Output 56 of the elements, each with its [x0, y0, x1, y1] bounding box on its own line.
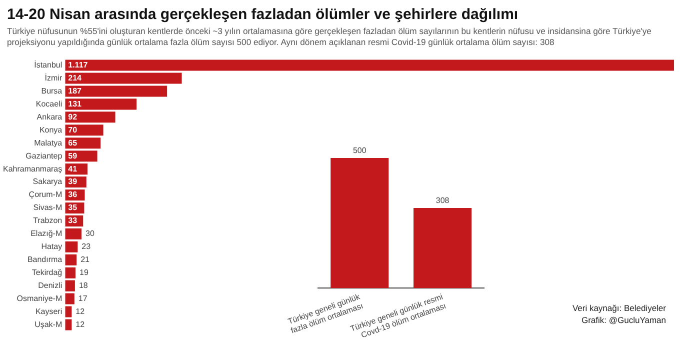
data-label: 18	[78, 281, 88, 290]
y-tick-label: Kahramanmaraş	[2, 164, 62, 174]
data-label: 36	[68, 190, 78, 200]
data-label: 65	[68, 138, 78, 148]
data-label: 131	[68, 99, 82, 108]
y-tick-label: Bursa	[41, 86, 63, 96]
bar	[65, 254, 77, 266]
y-tick-label: Trabzon	[33, 216, 62, 226]
y-tick-label: İstanbul	[34, 60, 62, 70]
data-label: 41	[68, 164, 78, 174]
data-label: 70	[68, 125, 78, 134]
y-tick-label: İzmir	[44, 73, 62, 82]
data-label: 187	[68, 86, 82, 96]
y-tick-label: Ankara	[36, 112, 63, 122]
data-label: 30	[85, 229, 95, 238]
data-label: 12	[76, 320, 86, 329]
data-label: 59	[68, 151, 78, 160]
bar	[65, 112, 116, 123]
y-tick-label: Elazığ-M	[30, 229, 62, 238]
data-label: 39	[68, 177, 78, 186]
y-tick-label: Hatay	[41, 242, 62, 252]
data-label: 17	[78, 294, 88, 303]
data-label: 308	[436, 196, 450, 206]
bar	[65, 267, 76, 278]
bar	[65, 98, 137, 110]
data-label: 21	[80, 255, 90, 264]
data-label: 12	[76, 306, 86, 316]
y-tick-label: Sakarya	[32, 177, 63, 186]
y-tick-label: Gaziantep	[26, 151, 63, 160]
data-label: 35	[68, 203, 78, 212]
annotation: Grafik: @GucluYaman	[580, 314, 666, 326]
y-tick-label: Kayseri	[35, 306, 62, 316]
y-tick-label: Denizli	[38, 281, 62, 290]
bar	[65, 124, 104, 136]
y-tick-label: Sivas-M	[33, 203, 62, 212]
data-label: 214	[68, 73, 82, 82]
bar	[65, 280, 75, 292]
chart-subtitle: Türkiye nüfusunun %55'ini oluşturan kentlerde önceki ~3 yılın ortalamasına göre gerçekleşen fazladan ölüm sayılarının bu kentlerin nüfusu ve insidansina göre Türkiye'ye projeksiyonu yapıldığında günlük ortalama fazla ölüm sayısı 500 ediyor. Aynı dönem açıklanan resmi Covid-19 günlük ortalama ölüm sayısı: 308	[7, 26, 652, 48]
y-tick-label: Uşak-M	[34, 320, 62, 329]
y-tick-label: Malatya	[34, 138, 63, 148]
annotation: Veri kaynağı: Belediyeler	[572, 302, 666, 314]
y-tick-label: Çorum-M	[28, 190, 62, 200]
y-tick-label: Kocaeli	[36, 99, 62, 108]
data-label: 33	[68, 216, 78, 226]
data-label: 23	[82, 242, 92, 252]
y-tick-label: Osmaniye-M	[16, 294, 62, 303]
y-tick-label: Tekirdağ	[32, 268, 62, 278]
y-tick-label: Bandırma	[27, 255, 63, 264]
data-label: 19	[79, 268, 89, 278]
bar	[65, 241, 78, 252]
data-label: 92	[68, 112, 78, 122]
chart-title: 14-20 Nisan arasında gerçekleşen fazladan ölümler ve şehirlere dağılımı	[7, 6, 518, 23]
data-label: 1.117	[68, 60, 88, 70]
bar	[65, 228, 82, 240]
y-tick-label: Konya	[39, 125, 63, 134]
data-label: 500	[352, 146, 367, 156]
